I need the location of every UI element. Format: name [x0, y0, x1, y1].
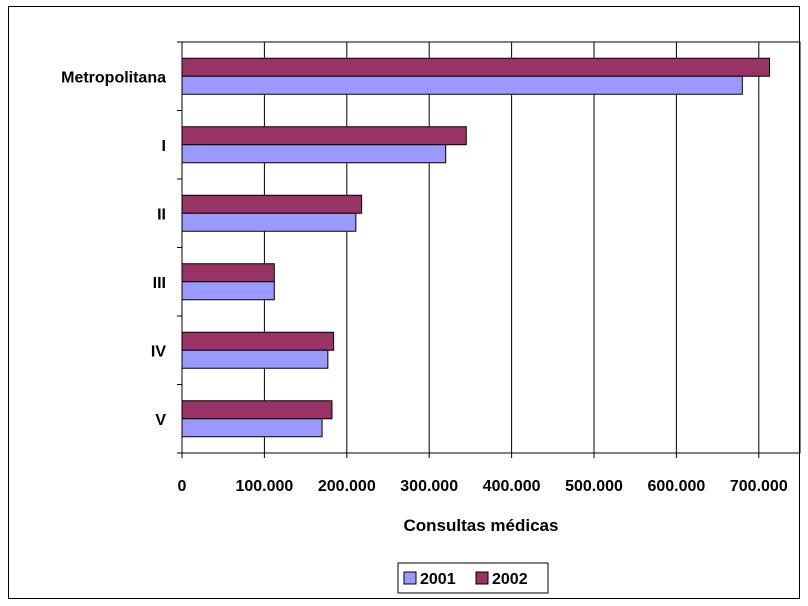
bar-2002	[181, 400, 333, 420]
category-label: IV	[151, 343, 166, 360]
bar-2001	[181, 212, 357, 232]
legend-swatch	[403, 571, 417, 585]
x-tick-label: 100.000	[235, 478, 293, 495]
category-label: I	[162, 138, 166, 155]
x-tick-label: 700.000	[730, 478, 788, 495]
legend-box	[397, 562, 549, 594]
bar-2001	[181, 418, 323, 438]
bar-2002	[181, 57, 771, 77]
bar-2001	[181, 281, 275, 301]
legend-label: 2001	[420, 571, 456, 588]
category-label: Metropolitana	[61, 69, 166, 86]
bar-2001	[181, 75, 743, 95]
category-label: III	[153, 275, 166, 292]
legend-swatch	[475, 571, 489, 585]
grid-lines	[181, 41, 801, 454]
category-label: V	[155, 412, 166, 429]
axes	[177, 41, 760, 458]
labels: 0 100.000 200.000 300.000 400.000 500.000 600.…	[61, 69, 788, 495]
x-axis-title: Consultas médicas	[404, 516, 559, 535]
x-tick-label: 0	[178, 478, 187, 495]
bar-2002	[181, 126, 467, 146]
bar-2002	[181, 263, 275, 283]
bar-2002	[181, 194, 363, 214]
bar-2002	[181, 331, 335, 351]
x-tick-label: 300.000	[400, 478, 458, 495]
category-label: II	[157, 206, 166, 223]
bars	[181, 57, 771, 438]
legend-label: 2002	[492, 571, 528, 588]
bar-2001	[181, 349, 329, 369]
x-tick-label: 500.000	[565, 478, 623, 495]
x-tick-label: 200.000	[318, 478, 376, 495]
chart-frame	[8, 6, 800, 599]
x-tick-label: 400.000	[483, 478, 541, 495]
plot-area	[181, 41, 801, 454]
x-tick-label: 600.000	[647, 478, 705, 495]
legend: 2001 2002	[397, 562, 549, 594]
bar-2001	[181, 144, 447, 164]
